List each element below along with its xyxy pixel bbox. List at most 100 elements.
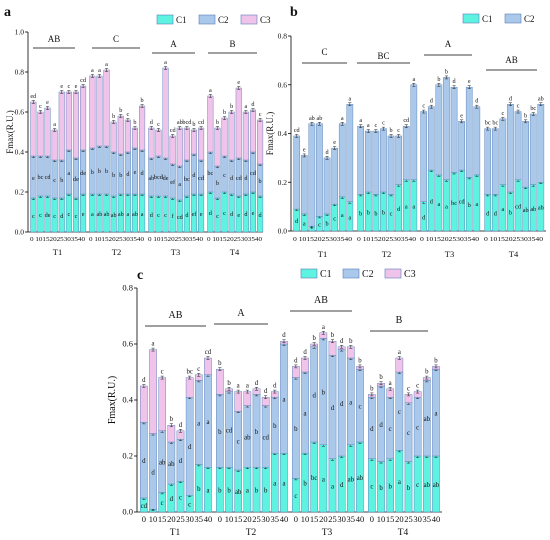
bar-C3: [103, 69, 110, 147]
significance-letter: a: [98, 67, 101, 74]
significance-letter: ab: [357, 475, 364, 482]
significance-letter: a: [359, 117, 362, 124]
x-tick-label: 30: [337, 514, 346, 524]
bar-C2: [458, 121, 465, 171]
x-tick-label: 35: [423, 514, 432, 524]
significance-letter: b: [434, 357, 438, 364]
bar-C2: [346, 104, 354, 202]
panel-label: c: [137, 268, 143, 283]
bar-C2: [514, 111, 522, 181]
significance-letter: ab: [104, 211, 110, 218]
significance-letter: c: [501, 110, 504, 117]
x-tick-label: 0 10152025303540: [148, 236, 204, 243]
significance-letter: c: [407, 385, 410, 392]
significance-letter: d: [303, 349, 307, 356]
group-label: T1: [170, 528, 181, 538]
bar-C2: [529, 113, 537, 185]
legend-label-C1: C1: [320, 269, 332, 280]
significance-letter: a: [389, 380, 392, 387]
significance-letter: d: [60, 213, 64, 220]
group-label: T1: [318, 249, 327, 259]
x-tick-label: 0: [294, 514, 298, 524]
significance-letter: a: [91, 211, 94, 218]
group-label: T3: [445, 249, 454, 259]
significance-letter: bc: [485, 120, 491, 127]
y-tick-label: 0.6: [122, 339, 133, 349]
group-label: T4: [230, 247, 240, 257]
x-tick-label: 0 10152025303540: [420, 236, 480, 243]
significance-letter: d: [150, 212, 154, 219]
bar-C2: [491, 128, 499, 195]
x-tick-label: 15: [158, 514, 167, 524]
bar-C2: [522, 121, 529, 188]
significance-letter: ab: [97, 211, 103, 218]
significance-letter: b: [468, 202, 471, 209]
significance-letter: c: [407, 430, 410, 437]
bar-C3: [204, 357, 212, 376]
significance-letter: d: [430, 199, 434, 206]
x-tick-label: 0 10152025303540: [30, 236, 86, 243]
significance-letter: b: [273, 423, 277, 430]
group-significance-letter: AB: [169, 310, 183, 321]
significance-letter: c: [389, 426, 392, 433]
significance-letter: e: [60, 83, 63, 90]
significance-letter: a: [91, 67, 94, 74]
significance-letter: b: [91, 169, 94, 176]
significance-letter: d: [282, 332, 286, 339]
significance-letter: d: [126, 171, 130, 178]
significance-letter: d: [150, 119, 154, 126]
significance-letter: a: [322, 476, 325, 483]
significance-letter: a: [322, 324, 325, 331]
x-tick-label: 10: [301, 514, 310, 524]
significance-letter: d: [430, 98, 434, 105]
bar-C3: [96, 75, 103, 147]
significance-letter: a: [246, 488, 249, 495]
significance-letter: c: [398, 409, 401, 416]
significance-letter: de: [163, 175, 169, 182]
legend-label-C3: C3: [404, 269, 416, 280]
y-tick-label: 0.0: [15, 228, 25, 237]
significance-letter: b: [390, 127, 393, 134]
significance-letter: cd: [403, 117, 410, 124]
significance-letter: a: [501, 206, 504, 213]
significance-letter: cd: [198, 175, 205, 182]
significance-letter: de: [73, 176, 79, 183]
significance-letter: b: [216, 180, 219, 187]
legend-label-C3: C3: [260, 15, 271, 25]
bar-C3: [44, 107, 51, 157]
x-tick-label: 20: [167, 514, 176, 524]
legend-swatch-C2: [342, 268, 360, 279]
significance-letter: d: [370, 426, 374, 433]
significance-letter: d: [422, 214, 426, 221]
significance-letter: b: [98, 168, 101, 175]
significance-letter: b: [218, 429, 222, 436]
significance-letter: d: [379, 422, 383, 429]
significance-letter: b: [218, 360, 222, 367]
bar-C3: [207, 95, 214, 153]
y-tick-label: 0.8: [278, 32, 288, 41]
significance-letter: d: [312, 392, 316, 399]
significance-letter: c: [39, 103, 42, 110]
significance-letter: d: [259, 212, 263, 219]
significance-letter: cd: [170, 127, 177, 134]
significance-letter: c: [197, 366, 200, 373]
significance-letter: b: [216, 119, 219, 126]
bar-C2: [293, 135, 301, 210]
significance-letter: ab: [118, 211, 124, 218]
legend-label-C2: C2: [362, 269, 374, 280]
y-tick-label: 0.8: [122, 283, 133, 293]
group-significance-letter: B: [229, 39, 235, 49]
significance-letter: bcd: [182, 119, 192, 126]
significance-letter: c: [382, 120, 385, 127]
significance-letter: b: [509, 210, 512, 217]
significance-letter: b: [303, 481, 307, 488]
significance-letter: a: [244, 103, 247, 110]
significance-letter: bc: [207, 170, 213, 177]
significance-letter: b: [370, 385, 374, 392]
bar-C3: [158, 377, 167, 432]
panel-label: b: [290, 5, 298, 20]
significance-letter: d: [326, 149, 330, 156]
significance-letter: a: [348, 95, 351, 102]
legend-swatch-C1: [156, 14, 174, 25]
